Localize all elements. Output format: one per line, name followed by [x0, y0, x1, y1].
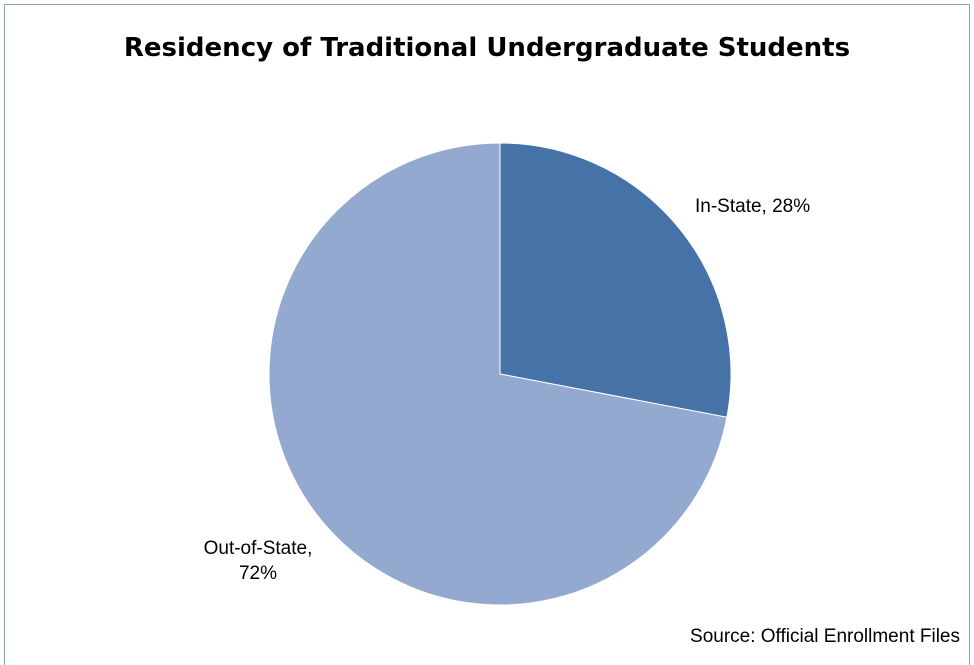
slice-label-out-of-state-line1: Out-of-State,: [203, 538, 313, 559]
slice-label-out-of-state: Out-of-State, 72%: [162, 536, 354, 586]
source-note: Source: Official Enrollment Files: [690, 626, 960, 647]
slice-label-out-of-state-line2: 72%: [238, 563, 278, 584]
pie-slice-out-of-state: [268, 142, 728, 606]
slice-label-in-state: In-State, 28%: [695, 196, 811, 217]
pie-slice-in-state: [499, 142, 732, 418]
chart-title: Residency of Traditional Undergraduate S…: [123, 33, 851, 63]
